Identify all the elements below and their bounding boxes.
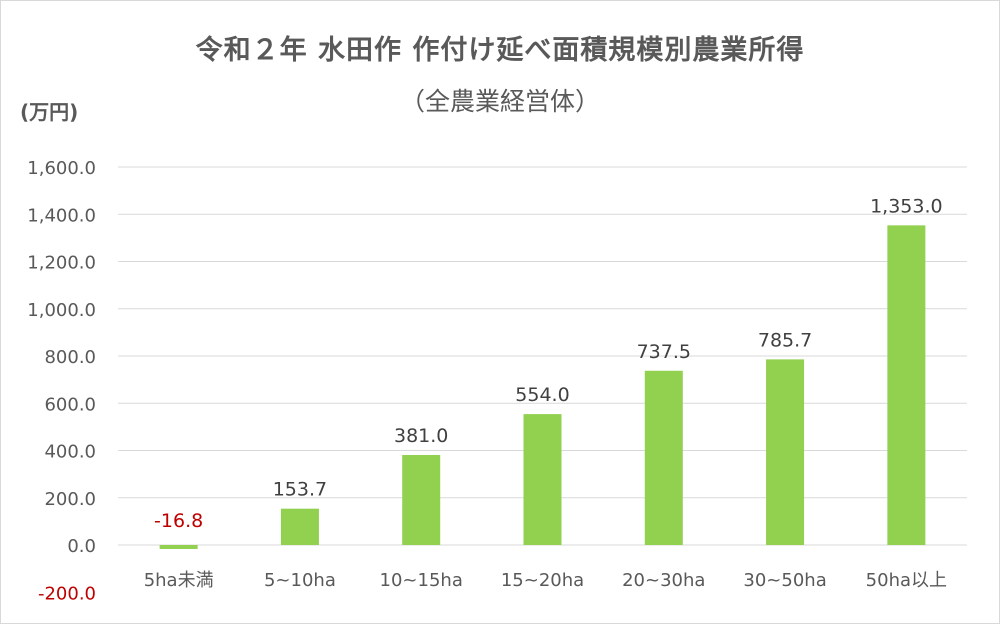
x-category-label: 30~50ha	[743, 570, 826, 591]
bar-value-label: 381.0	[394, 425, 448, 447]
bar-value-label: 554.0	[515, 384, 569, 406]
y-tick-label: 600.0	[44, 394, 96, 415]
y-tick-label: 400.0	[44, 442, 96, 463]
chart-title: 令和２年 水田作 作付け延べ面積規模別農業所得	[195, 35, 805, 66]
bar	[644, 370, 683, 545]
bar	[523, 414, 562, 545]
bar	[402, 454, 441, 545]
bar-value-label: 737.5	[637, 341, 691, 363]
x-category-label: 50ha以上	[866, 570, 947, 591]
y-tick-label: 800.0	[44, 347, 96, 368]
bar	[766, 359, 805, 545]
x-category-label: 20~30ha	[622, 570, 705, 591]
x-category-label: 15~20ha	[501, 570, 584, 591]
x-category-label: 5~10ha	[264, 570, 336, 591]
y-tick-label: 200.0	[44, 489, 96, 510]
y-axis-unit-label: (万円)	[20, 100, 79, 124]
bar-value-label: 1,353.0	[870, 195, 943, 217]
y-tick-label: 0.0	[67, 536, 96, 557]
bar	[280, 508, 319, 545]
bar	[887, 225, 926, 545]
y-tick-label: 1,600.0	[27, 158, 96, 179]
bar	[159, 545, 198, 549]
x-category-label: 10~15ha	[380, 570, 463, 591]
bar-value-label: 153.7	[273, 479, 327, 501]
y-tick-label: 1,000.0	[27, 300, 96, 321]
chart-subtitle: （全農業経営体）	[399, 87, 600, 116]
y-tick-label: -200.0	[38, 583, 96, 604]
x-category-label: 5ha未満	[144, 570, 214, 591]
bar-value-label: -16.8	[154, 510, 203, 532]
y-tick-label: 1,200.0	[27, 253, 96, 274]
bar-value-label: 785.7	[758, 329, 812, 351]
y-tick-label: 1,400.0	[27, 205, 96, 226]
